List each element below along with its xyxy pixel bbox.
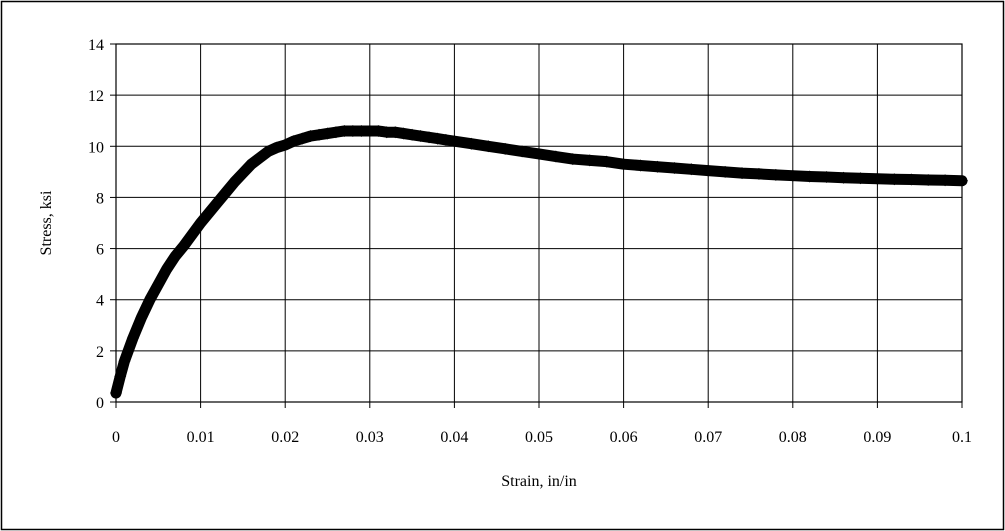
data-point-marker xyxy=(854,172,867,185)
data-point-marker xyxy=(118,355,131,368)
data-point-marker xyxy=(837,171,850,184)
data-point-marker xyxy=(126,332,139,345)
data-point-marker xyxy=(114,370,127,383)
data-point-marker xyxy=(465,137,478,150)
data-point-marker xyxy=(423,131,436,144)
x-tick-label: 0.04 xyxy=(440,429,468,446)
x-tick-label: 0.09 xyxy=(863,429,891,446)
data-point-marker xyxy=(600,155,613,168)
y-tick-label: 6 xyxy=(96,242,104,259)
data-point-marker xyxy=(219,186,232,199)
data-point-marker xyxy=(135,311,148,324)
data-point-marker xyxy=(549,150,562,163)
data-point-marker xyxy=(329,126,342,139)
data-point-marker xyxy=(338,124,351,137)
data-point-marker xyxy=(769,168,782,181)
data-point-marker xyxy=(668,162,681,175)
y-tick-label: 10 xyxy=(88,139,104,156)
data-point-marker xyxy=(871,172,884,185)
x-tick-label: 0.03 xyxy=(356,429,384,446)
x-tick-label: 0.07 xyxy=(694,429,722,446)
data-point-marker xyxy=(211,196,224,209)
data-point-marker xyxy=(177,240,190,253)
y-tick-label: 14 xyxy=(88,37,104,54)
data-point-marker xyxy=(414,130,427,143)
y-tick-label: 0 xyxy=(96,395,104,412)
y-tick-label: 4 xyxy=(96,293,104,310)
data-point-marker xyxy=(194,217,207,229)
data-point-marker xyxy=(702,164,715,177)
y-axis-label: Stress, ksi xyxy=(38,190,55,255)
data-point-marker xyxy=(719,165,732,178)
data-point-marker xyxy=(533,147,545,160)
data-point-marker xyxy=(372,124,385,137)
data-point-marker xyxy=(186,228,199,241)
y-tick-label: 8 xyxy=(96,190,104,207)
x-tick-label: 0.1 xyxy=(952,429,972,446)
data-point-marker xyxy=(752,167,765,180)
data-point-marker xyxy=(888,173,901,186)
data-point-marker xyxy=(736,167,749,180)
x-axis-ticks: 0 0.01 0.02 0.03 0.04 0.05 0.06 0.07 0.08 0.09 0.1 xyxy=(112,402,972,446)
data-point-marker xyxy=(253,151,266,164)
x-tick-label: 0.02 xyxy=(271,429,299,446)
data-point-marker xyxy=(820,170,833,183)
data-point-marker xyxy=(956,174,968,187)
data-point-marker xyxy=(389,126,402,139)
data-point-marker xyxy=(346,124,359,137)
data-point-marker xyxy=(304,130,317,143)
data-point-marker xyxy=(431,132,444,145)
data-point-marker xyxy=(634,159,647,172)
data-point-marker xyxy=(685,163,698,176)
data-point-marker xyxy=(803,170,816,183)
data-point-marker xyxy=(169,250,182,263)
data-point-marker xyxy=(143,293,156,306)
data-point-marker xyxy=(922,174,935,187)
data-point-marker xyxy=(110,387,122,400)
x-tick-label: 0.05 xyxy=(525,429,553,446)
data-series xyxy=(110,124,968,400)
data-point-marker xyxy=(482,140,495,153)
data-point-marker xyxy=(786,169,799,182)
data-point-marker xyxy=(313,128,326,141)
data-point-marker xyxy=(448,135,461,148)
data-point-marker xyxy=(439,133,452,146)
data-point-marker xyxy=(160,263,173,276)
data-point-marker xyxy=(905,173,918,186)
data-point-marker xyxy=(380,126,393,139)
data-point-marker xyxy=(279,139,292,152)
x-tick-label: 0.06 xyxy=(610,429,638,446)
data-point-marker xyxy=(236,167,249,180)
data-point-marker xyxy=(583,154,596,167)
data-point-marker xyxy=(152,278,165,291)
data-point-marker xyxy=(355,124,368,137)
data-point-marker xyxy=(651,160,664,173)
x-axis-label: Strain, in/in xyxy=(501,473,577,490)
y-axis-ticks: 0 2 4 6 8 10 12 14 xyxy=(88,37,116,412)
x-tick-label: 0.01 xyxy=(187,429,215,446)
data-point-marker xyxy=(245,158,258,171)
data-point-marker xyxy=(566,153,579,166)
data-point-marker xyxy=(397,127,410,140)
data-point-marker xyxy=(262,145,275,158)
data-point-marker xyxy=(321,127,334,140)
data-point-marker xyxy=(228,176,241,189)
y-tick-label: 12 xyxy=(88,88,104,105)
data-point-marker xyxy=(939,174,952,187)
data-point-marker xyxy=(203,206,216,219)
data-point-marker xyxy=(516,145,529,158)
data-point-marker xyxy=(499,142,512,155)
data-point-marker xyxy=(617,158,630,171)
x-tick-label: 0 xyxy=(112,429,120,446)
y-tick-label: 2 xyxy=(96,344,104,361)
x-tick-label: 0.08 xyxy=(779,429,807,446)
data-point-marker xyxy=(363,124,376,137)
data-point-marker xyxy=(406,128,419,141)
